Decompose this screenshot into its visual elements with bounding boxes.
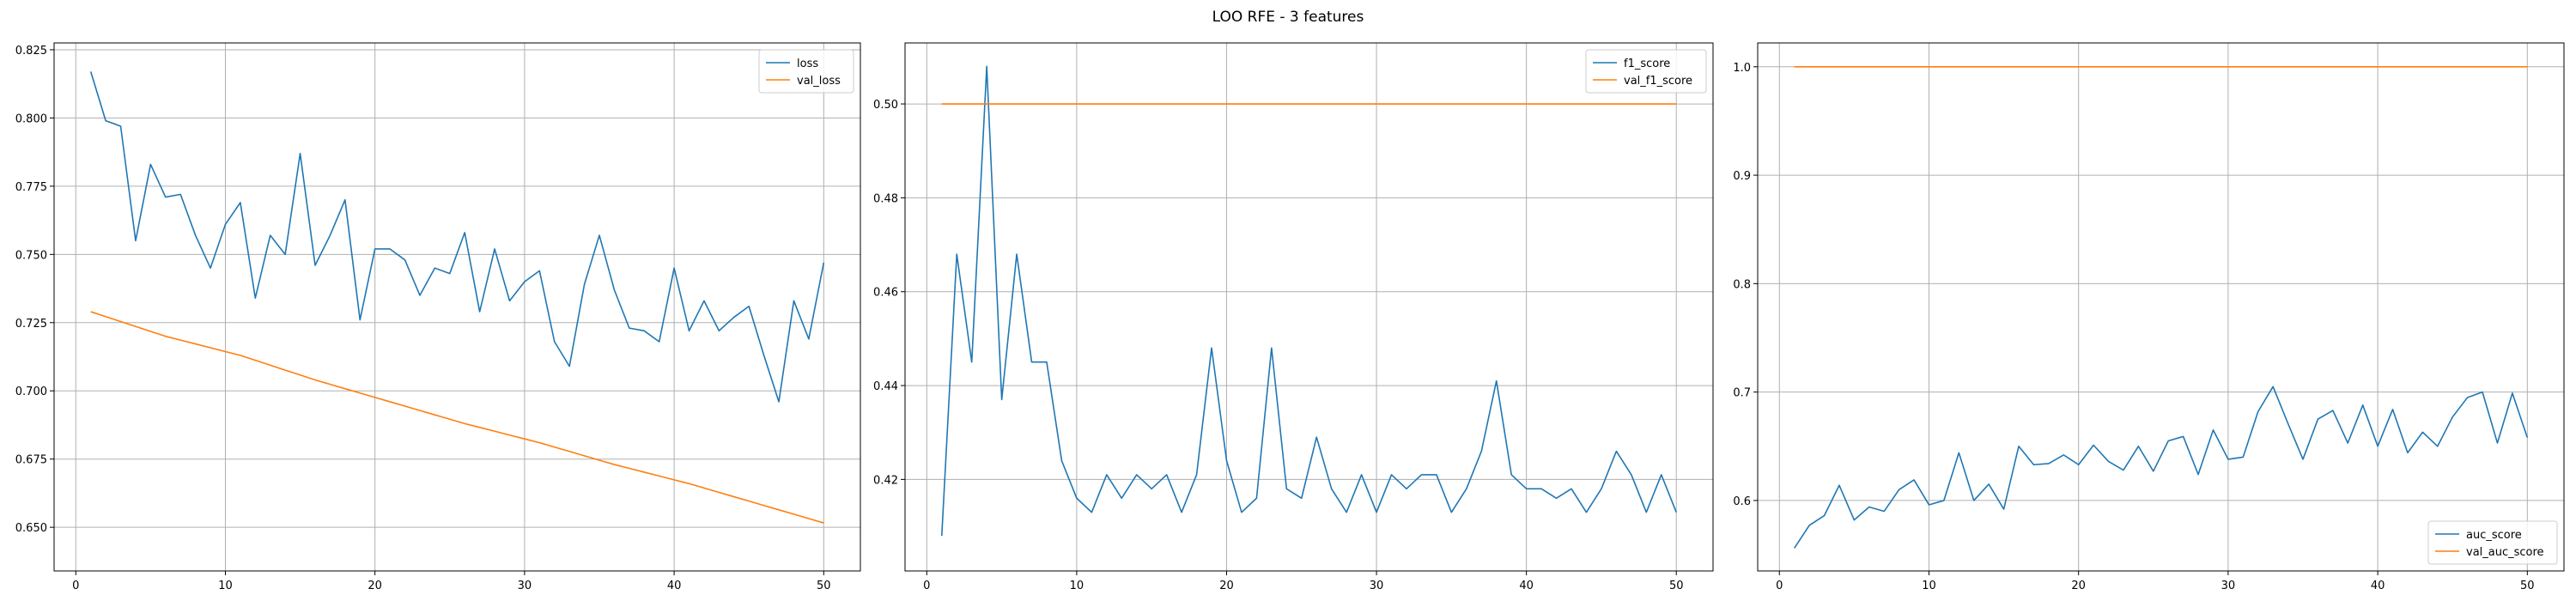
axes-frame [1757, 42, 2565, 572]
x-tick-label: 20 [1219, 580, 1234, 592]
legend-label: val_f1_score [1624, 75, 1692, 88]
series-line-loss [89, 71, 825, 403]
y-tick-label: 0.750 [15, 249, 47, 262]
x-tick-label: 30 [2221, 580, 2236, 592]
y-tick-label: 0.700 [15, 385, 47, 398]
x-tick-label: 50 [817, 580, 831, 592]
y-tick-label: 0.650 [15, 522, 47, 535]
legend: loss val_loss [758, 49, 854, 94]
y-tick-label: 1.0 [1733, 62, 1751, 75]
x-tick-label: 10 [218, 580, 233, 592]
y-tick-label: 0.675 [15, 454, 47, 467]
x-tick-label: 10 [1922, 580, 1936, 592]
x-tick-label: 40 [1519, 580, 1534, 592]
x-tick-label: 0 [1776, 580, 1783, 592]
legend-box [2427, 520, 2558, 565]
x-tick-label: 20 [368, 580, 382, 592]
figure-title: LOO RFE - 3 features [1212, 9, 1364, 26]
x-tick-label: 10 [1070, 580, 1084, 592]
x-tick-label: 30 [518, 580, 532, 592]
axes-frame [53, 42, 861, 572]
series-line-f1-score [940, 65, 1677, 537]
x-tick-label: 20 [2071, 580, 2086, 592]
legend-label: loss [797, 58, 818, 70]
legend-label: val_auc_score [2466, 546, 2544, 559]
series-line-val-loss [90, 311, 824, 524]
legend: auc_score val_auc_score [2427, 520, 2558, 565]
axes-frame [904, 42, 1714, 572]
y-tick-label: 0.800 [15, 112, 47, 125]
y-tick-label: 0.50 [873, 99, 898, 112]
x-tick-label: 40 [2371, 580, 2385, 592]
y-tick-label: 0.44 [873, 380, 898, 393]
y-tick-label: 0.6 [1733, 495, 1751, 508]
x-tick-label: 0 [923, 580, 930, 592]
x-tick-label: 0 [72, 580, 79, 592]
legend-label: val_loss [797, 75, 841, 88]
series-line-auc-score [1794, 385, 2529, 549]
y-tick-label: 0.7 [1733, 387, 1751, 400]
y-tick-label: 0.825 [15, 45, 47, 58]
y-tick-label: 0.725 [15, 318, 47, 331]
x-tick-label: 50 [2520, 580, 2535, 592]
y-tick-label: 0.8 [1733, 278, 1751, 291]
y-tick-label: 0.48 [873, 192, 898, 205]
legend-box [1585, 49, 1707, 94]
y-tick-label: 0.775 [15, 181, 47, 194]
legend: f1_score val_f1_score [1585, 49, 1707, 94]
x-tick-label: 40 [667, 580, 682, 592]
x-tick-label: 50 [1669, 580, 1684, 592]
legend-label: f1_score [1624, 58, 1670, 70]
y-tick-label: 0.9 [1733, 170, 1751, 183]
y-tick-label: 0.42 [873, 474, 898, 487]
legend-box [758, 49, 854, 94]
x-tick-label: 30 [1370, 580, 1384, 592]
legend-label: auc_score [2466, 529, 2522, 542]
y-tick-label: 0.46 [873, 287, 898, 300]
